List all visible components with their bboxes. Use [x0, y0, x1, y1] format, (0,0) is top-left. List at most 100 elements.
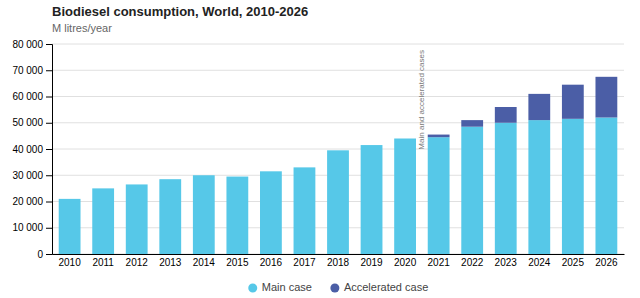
bar	[226, 176, 248, 177]
tick-label: 2021	[428, 257, 451, 268]
tick-label: 2015	[226, 257, 249, 268]
tick: 2014	[193, 257, 216, 268]
chart: Biodiesel consumption, World, 2010-2026M…	[0, 0, 640, 298]
bar	[361, 145, 383, 254]
legend-marker	[248, 284, 257, 293]
bar	[461, 120, 483, 127]
tick: 2026	[595, 257, 618, 268]
legend-label: Accelerated case	[344, 281, 428, 293]
tick: 2011	[92, 257, 114, 268]
tick: 30 000	[12, 170, 52, 181]
bar	[428, 137, 450, 254]
tick-label: 10 000	[12, 222, 43, 233]
bar	[126, 184, 148, 185]
bars	[59, 77, 618, 254]
tick-label: 30 000	[12, 170, 43, 181]
tick-label: 60 000	[12, 91, 43, 102]
tick-label: 2019	[360, 257, 383, 268]
tick-label: 70 000	[12, 65, 43, 76]
tick-label: 2023	[495, 257, 518, 268]
grid-line	[52, 44, 624, 45]
bar	[562, 85, 584, 119]
tick: 2012	[126, 257, 149, 268]
tick-label: 2012	[126, 257, 149, 268]
series	[428, 77, 618, 137]
tick-mark	[46, 44, 52, 45]
tick-label: 2010	[58, 257, 81, 268]
x-axis: 2010 2011 2012 2013 2014 2015 2016 2017 2018 2019…	[53, 255, 625, 269]
tick-label: 2013	[159, 257, 182, 268]
tick-label: 2026	[595, 257, 618, 268]
tick: 2023	[495, 257, 518, 268]
tick-label: 50 000	[12, 117, 43, 128]
bar	[495, 123, 517, 254]
tick: 0	[37, 249, 52, 260]
bar	[92, 188, 114, 189]
tick: 2015	[226, 257, 249, 268]
annotation: Main and accelerated cases	[417, 50, 426, 150]
tick: 2024	[528, 257, 551, 268]
bar	[495, 107, 517, 123]
tick-mark	[46, 228, 52, 229]
axis-line	[53, 254, 625, 255]
bar	[361, 145, 383, 146]
series	[59, 118, 618, 255]
bar	[595, 77, 617, 118]
bar	[595, 118, 617, 255]
tick-label: 2024	[528, 257, 551, 268]
bar	[294, 167, 316, 254]
tick: 2013	[159, 257, 182, 268]
legend-marker	[330, 284, 339, 293]
legend-item: Accelerated case	[330, 281, 428, 293]
bar	[159, 179, 181, 254]
tick-label: 2020	[394, 257, 417, 268]
tick-label: 2025	[562, 257, 585, 268]
legend: Main caseAccelerated case	[248, 281, 428, 293]
tick: 2016	[260, 257, 283, 268]
bar	[126, 184, 148, 254]
bar	[92, 188, 114, 254]
bar	[327, 150, 349, 151]
tick: 2019	[360, 257, 383, 268]
bar	[428, 135, 450, 138]
grid-line	[52, 70, 624, 71]
y-axis-label: M litres/year	[52, 22, 112, 34]
bar	[394, 139, 416, 255]
bar	[159, 179, 181, 180]
tick: 70 000	[12, 65, 52, 76]
tick-label: 40 000	[12, 144, 43, 155]
tick: 2018	[327, 257, 350, 268]
tick-label: 2017	[293, 257, 316, 268]
tick-mark	[46, 123, 52, 124]
tick-label: 2011	[92, 257, 114, 268]
tick-label: 0	[37, 249, 43, 260]
tick-label: 2014	[193, 257, 216, 268]
tick-label: 20 000	[12, 196, 43, 207]
bar	[260, 171, 282, 254]
tick: 2021	[428, 257, 451, 268]
bar	[562, 119, 584, 254]
tick: 40 000	[12, 144, 52, 155]
bar	[394, 138, 416, 139]
tick: 60 000	[12, 91, 52, 102]
tick-mark	[46, 70, 52, 71]
tick: 2020	[394, 257, 417, 268]
tick-label: 2016	[260, 257, 283, 268]
bar	[59, 199, 81, 254]
tick-label: 2022	[461, 257, 484, 268]
tick-mark	[46, 149, 52, 150]
bar	[226, 177, 248, 254]
bar	[528, 94, 550, 120]
axis-line	[46, 45, 53, 255]
tick-mark	[46, 97, 52, 98]
bar	[193, 175, 215, 176]
tick: 2017	[293, 257, 316, 268]
bar	[260, 171, 282, 172]
bar	[461, 127, 483, 254]
bar	[528, 120, 550, 254]
tick-mark	[46, 175, 52, 176]
tick-mark	[46, 202, 52, 203]
bar	[294, 167, 316, 168]
tick: 80 000	[12, 39, 52, 50]
tick: 20 000	[12, 196, 52, 207]
